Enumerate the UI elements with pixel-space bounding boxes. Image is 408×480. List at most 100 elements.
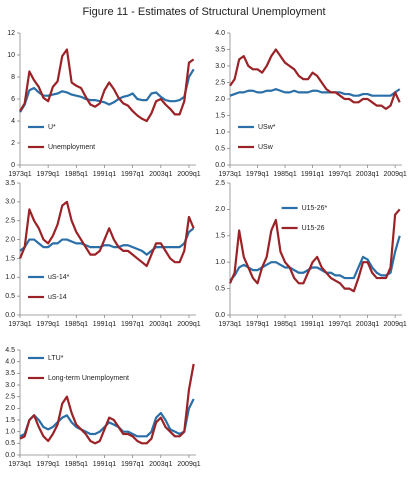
legend-label: U* bbox=[48, 124, 56, 131]
x-tick-label: 1973q1 bbox=[218, 171, 241, 178]
y-tick-label: 3.5 bbox=[5, 180, 15, 187]
x-tick-label: 2009q1 bbox=[177, 171, 200, 178]
series-line bbox=[229, 48, 401, 110]
y-tick-label: 3.0 bbox=[5, 382, 15, 389]
series-line bbox=[19, 363, 195, 445]
y-tick-label: 1.5 bbox=[5, 255, 15, 262]
legend-label: U15-26* bbox=[302, 205, 328, 212]
x-tick-label: 1979q1 bbox=[36, 461, 59, 468]
panel: 0.0 0.5 1.0 1.5 2.0 2.5 3.0 3.5 1973q1 1979q1 1985… bbox=[5, 180, 200, 328]
x-tick-label: 1979q1 bbox=[36, 321, 59, 328]
x-tick-label: 1991q1 bbox=[301, 321, 324, 328]
y-tick-label: 2.5 bbox=[215, 180, 225, 187]
y-tick-label: 3.5 bbox=[215, 46, 225, 53]
legend-label: Long-term Unemployment bbox=[48, 375, 129, 382]
legend-label: USw* bbox=[258, 124, 276, 131]
panel: 0 2 4 6 8 10 12 1973q1 1979q1 1985q1 1991q1 1997q1 2… bbox=[7, 30, 201, 178]
legend-label: uS-14* bbox=[48, 274, 70, 281]
y-tick-label: 10 bbox=[7, 52, 15, 59]
x-tick-label: 1979q1 bbox=[246, 321, 269, 328]
y-tick-label: 0.0 bbox=[215, 312, 225, 319]
x-tick-label: 1991q1 bbox=[301, 171, 324, 178]
series-line bbox=[228, 208, 401, 293]
legend-label: uS-14 bbox=[48, 294, 67, 301]
y-tick-label: 3.0 bbox=[215, 63, 225, 70]
x-tick-label: 1979q1 bbox=[246, 171, 269, 178]
series-line bbox=[229, 88, 401, 97]
x-tick-label: 1985q1 bbox=[65, 461, 88, 468]
y-tick-label: 1.0 bbox=[215, 259, 225, 266]
legend-label: USw bbox=[258, 144, 274, 151]
y-tick-label: 0 bbox=[11, 162, 15, 169]
y-tick-label: 0.5 bbox=[5, 440, 15, 447]
x-tick-label: 1985q1 bbox=[273, 171, 296, 178]
x-tick-label: 1997q1 bbox=[121, 321, 144, 328]
x-tick-label: 1985q1 bbox=[65, 321, 88, 328]
panel: 0.0 0.5 1.0 1.5 2.0 2.5 3.0 3.5 4.0 4.5 1973q1 1979… bbox=[5, 347, 200, 468]
x-tick-label: 1973q1 bbox=[8, 321, 31, 328]
y-tick-label: 0.0 bbox=[215, 162, 225, 169]
x-tick-label: 1985q1 bbox=[273, 321, 296, 328]
y-tick-label: 6 bbox=[11, 96, 15, 103]
y-tick-label: 1.0 bbox=[215, 129, 225, 136]
legend-label: LTU* bbox=[48, 355, 64, 362]
x-tick-label: 1973q1 bbox=[8, 461, 31, 468]
y-tick-label: 12 bbox=[7, 30, 15, 37]
y-tick-label: 4.5 bbox=[5, 347, 15, 354]
y-tick-label: 0.5 bbox=[5, 293, 15, 300]
x-tick-label: 2009q1 bbox=[383, 171, 406, 178]
y-tick-label: 2.0 bbox=[5, 236, 15, 243]
x-tick-label: 2009q1 bbox=[177, 321, 200, 328]
series-line bbox=[229, 235, 401, 282]
x-tick-label: 1991q1 bbox=[93, 171, 116, 178]
y-tick-label: 2.0 bbox=[215, 96, 225, 103]
x-tick-label: 1997q1 bbox=[328, 171, 351, 178]
y-tick-label: 2 bbox=[11, 140, 15, 147]
series-line bbox=[19, 48, 195, 123]
x-tick-label: 1973q1 bbox=[8, 171, 31, 178]
legend-label: U15-26 bbox=[302, 225, 325, 232]
x-tick-label: 1997q1 bbox=[328, 321, 351, 328]
y-tick-label: 1.5 bbox=[5, 417, 15, 424]
y-tick-label: 0.0 bbox=[5, 452, 15, 459]
y-tick-label: 2.5 bbox=[5, 394, 15, 401]
legend-label: Unemployment bbox=[48, 144, 95, 151]
y-tick-label: 2.0 bbox=[215, 206, 225, 213]
y-tick-label: 3.0 bbox=[5, 199, 15, 206]
y-tick-label: 1.5 bbox=[215, 112, 225, 119]
y-tick-label: 0.0 bbox=[5, 312, 15, 319]
x-tick-label: 1991q1 bbox=[93, 321, 116, 328]
x-tick-label: 1997q1 bbox=[121, 171, 144, 178]
y-tick-label: 8 bbox=[11, 74, 15, 81]
x-tick-label: 2003q1 bbox=[356, 321, 379, 328]
y-tick-label: 1.0 bbox=[5, 429, 15, 436]
x-tick-label: 2003q1 bbox=[149, 171, 172, 178]
x-tick-label: 2003q1 bbox=[149, 321, 172, 328]
y-tick-label: 1.0 bbox=[5, 274, 15, 281]
x-tick-label: 1997q1 bbox=[121, 461, 144, 468]
series-line bbox=[19, 398, 195, 438]
x-tick-label: 2003q1 bbox=[356, 171, 379, 178]
y-tick-label: 4.0 bbox=[5, 359, 15, 366]
y-tick-label: 2.5 bbox=[5, 218, 15, 225]
y-tick-label: 2.0 bbox=[5, 405, 15, 412]
y-tick-label: 4 bbox=[11, 118, 15, 125]
y-tick-label: 1.5 bbox=[215, 233, 225, 240]
y-tick-label: 0.5 bbox=[215, 145, 225, 152]
panel: 0.0 0.5 1.0 1.5 2.0 2.5 3.0 3.5 4.0 1973q1 1979q1 1… bbox=[215, 30, 407, 178]
x-tick-label: 1979q1 bbox=[36, 171, 59, 178]
x-tick-label: 1985q1 bbox=[65, 171, 88, 178]
x-tick-label: 2009q1 bbox=[177, 461, 200, 468]
x-tick-label: 2003q1 bbox=[149, 461, 172, 468]
series-line bbox=[19, 227, 195, 256]
x-tick-label: 2009q1 bbox=[383, 321, 406, 328]
y-tick-label: 0.5 bbox=[215, 285, 225, 292]
y-tick-label: 2.5 bbox=[215, 79, 225, 86]
series-line bbox=[18, 200, 195, 268]
x-tick-label: 1973q1 bbox=[218, 321, 241, 328]
y-tick-label: 3.5 bbox=[5, 370, 15, 377]
y-tick-label: 4.0 bbox=[215, 30, 225, 37]
figure-title: Figure 11 - Estimates of Structural Unem… bbox=[82, 6, 325, 18]
x-tick-label: 1991q1 bbox=[93, 461, 116, 468]
